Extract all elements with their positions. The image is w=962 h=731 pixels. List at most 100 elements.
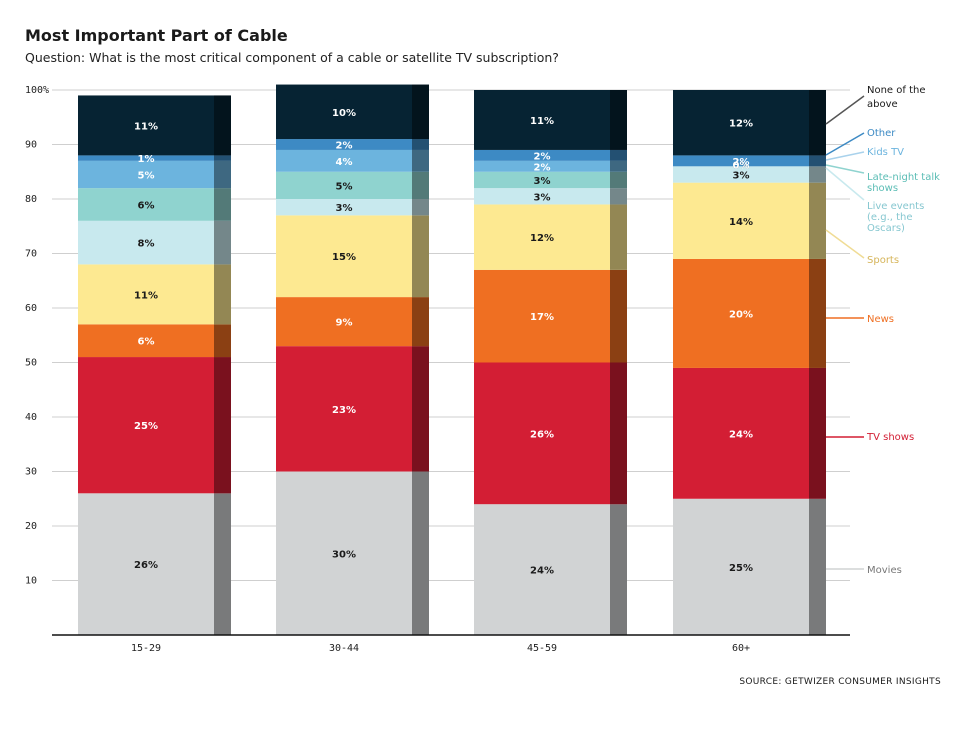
bar-segment-shade: [214, 155, 231, 161]
bar-segment-shade: [214, 324, 231, 358]
data-label: 0%: [733, 160, 750, 171]
bar-segment-shade: [412, 471, 429, 635]
data-label: 6%: [138, 200, 155, 211]
bar-segment-shade: [214, 220, 231, 265]
data-label: 5%: [336, 181, 353, 192]
bar-segment: [474, 160, 627, 172]
legend-label: Other: [867, 128, 896, 139]
bar-segment-shade: [412, 171, 429, 199]
bar-segment: [673, 258, 826, 368]
legend-label-line: Oscars): [867, 223, 905, 234]
bar-segment-shade: [809, 90, 826, 156]
bar-segment: [78, 188, 231, 221]
bar-segment-shade: [214, 357, 231, 494]
bar-segment-shade: [809, 155, 826, 167]
bar-segment-shade: [809, 258, 826, 368]
legend-label: Sports: [867, 255, 899, 266]
data-label: 24%: [530, 566, 554, 577]
bar-segment-shade: [214, 188, 231, 221]
y-tick-label: 90: [25, 140, 37, 151]
bar-segment-shade: [214, 264, 231, 325]
bar-segment: [78, 160, 231, 189]
legend-label-line: News: [867, 314, 894, 325]
bar-segment: [78, 95, 231, 156]
data-labels: 26% 25% 6% 11% 8% 6% 5% 1% 11% 30% 23% 9% 15% 3% 5% 4% 2…: [134, 108, 753, 577]
bar-segment-shade: [610, 269, 627, 363]
data-label: 3%: [534, 176, 551, 187]
bar-segment: [276, 149, 429, 172]
data-label: 2%: [534, 162, 551, 173]
bar-segment: [474, 149, 627, 161]
bar-segment-shade: [610, 160, 627, 172]
bar-segment-shade: [610, 149, 627, 161]
data-label: 26%: [134, 560, 158, 571]
legend-connector: [825, 229, 865, 259]
y-axis-ticks: 100% 90 80 70 60 50 40 30 20 10: [25, 85, 49, 587]
y-tick-label: 20: [25, 521, 37, 532]
data-label: 10%: [332, 108, 356, 119]
bar-segment-shade: [610, 188, 627, 205]
data-label: 4%: [336, 157, 353, 168]
data-label: 1%: [138, 154, 155, 165]
y-tick-label: 10: [25, 576, 37, 587]
bars: [78, 84, 826, 635]
bar-segment: [78, 357, 231, 494]
bar-segment-shade: [412, 215, 429, 298]
data-label: 24%: [729, 429, 753, 440]
bar-segment: [673, 498, 826, 635]
bar-segment-shade: [809, 182, 826, 259]
data-label: 11%: [530, 116, 554, 127]
bar-segment-shade: [412, 84, 429, 140]
bar-segment-shade: [214, 493, 231, 635]
bar-segment: [474, 90, 627, 150]
legend-connector: [825, 95, 865, 125]
bar-segment: [78, 324, 231, 358]
bar-segment: [673, 182, 826, 259]
legend-label-line: Sports: [867, 255, 899, 266]
legend-label-line: Other: [867, 128, 896, 139]
x-tick-label: 60+: [732, 643, 750, 654]
data-label: 3%: [534, 192, 551, 203]
data-label: 8%: [138, 239, 155, 250]
legend-connector: [825, 151, 865, 161]
data-label: 17%: [530, 312, 554, 323]
bar-segment: [474, 171, 627, 189]
bar-segment: [474, 269, 627, 363]
bar-segment-shade: [610, 504, 627, 635]
x-axis-labels: 15-29 30-44 45-59 60+: [131, 643, 750, 654]
bar-segment-shade: [610, 362, 627, 505]
bar-segment: [276, 199, 429, 216]
y-tick-label: 80: [25, 194, 37, 205]
data-label: 3%: [336, 203, 353, 214]
y-tick-label: 40: [25, 412, 37, 423]
legend-label-line: (e.g., the: [867, 212, 913, 223]
bar-segment: [276, 171, 429, 199]
bar-segment-shade: [214, 95, 231, 156]
data-label: 12%: [530, 233, 554, 244]
y-tick-label: 70: [25, 249, 37, 260]
legend-connector: [825, 164, 865, 174]
bar-segment-shade: [412, 149, 429, 172]
y-tick-label: 30: [25, 467, 37, 478]
bar-segment: [276, 297, 429, 347]
legend-label: Late-night talk shows: [867, 172, 940, 194]
data-label: 0%: [733, 160, 750, 171]
data-label: 3%: [733, 170, 750, 181]
bar-segment: [276, 346, 429, 472]
x-tick-label: 15-29: [131, 643, 161, 654]
bar-segment: [276, 139, 429, 150]
legend-connector: [825, 167, 865, 201]
chart-source: SOURCE: GETWIZER CONSUMER INSIGHTS: [739, 677, 941, 687]
legend-label-line: shows: [867, 183, 898, 194]
bar-segment-shade: [412, 139, 429, 150]
data-label: 2%: [534, 151, 551, 162]
y-tick-label: 60: [25, 303, 37, 314]
y-tick-label: 50: [25, 358, 37, 369]
data-label: 5%: [138, 170, 155, 181]
legend: None of the above Other Kids TV Late-night t…: [825, 85, 940, 576]
data-label: 20%: [729, 309, 753, 320]
chart-title: Most Important Part of Cable: [25, 26, 288, 45]
x-tick-label: 30-44: [329, 643, 359, 654]
data-label: 25%: [729, 563, 753, 574]
x-tick-label: 45-59: [527, 643, 557, 654]
